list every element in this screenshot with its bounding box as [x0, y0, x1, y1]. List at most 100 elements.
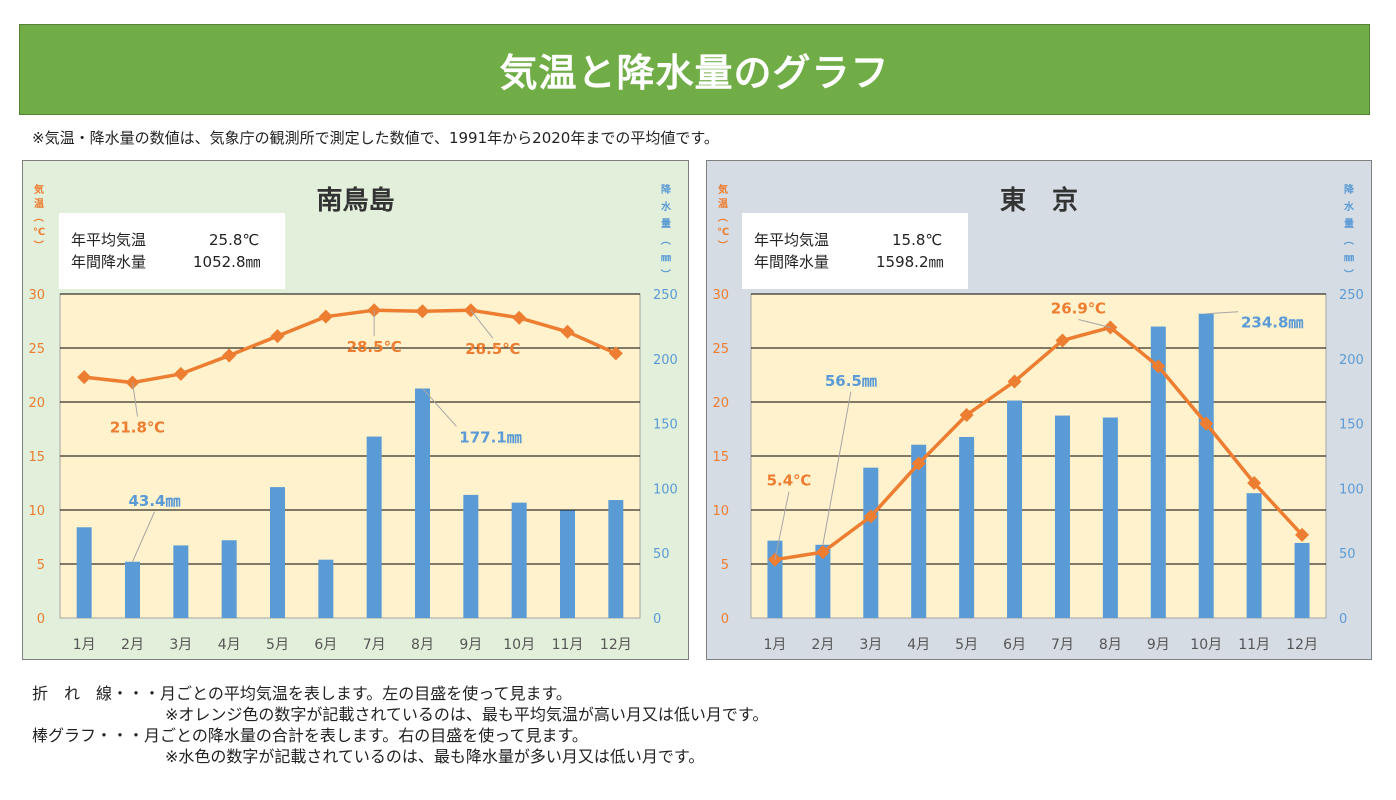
- x-axis-ticks: 1月 2月 3月 4月 5月 6月 7月 8月 9月 10月 11月 12月: [763, 637, 1317, 653]
- y-right-axis-label-char: 水: [1343, 200, 1355, 213]
- data-label: 177.1㎜: [459, 428, 521, 446]
- x-tick-label: 2月: [121, 637, 144, 653]
- chart-panel-minamitorishima: 南鳥島 年平均気温 25.8℃ 年間降水量 1052.8㎜ 気温 （ ℃ ） 降水量 （ ㎜ ） 0 5 10…: [22, 160, 689, 660]
- data-label: 56.5㎜: [825, 372, 877, 390]
- y-left-axis-label-char: ）: [716, 240, 729, 250]
- data-label-leader: [422, 388, 457, 427]
- y-left-tick-label: 20: [712, 396, 729, 411]
- x-tick-label: 7月: [363, 637, 386, 653]
- summary-box: [742, 213, 968, 289]
- x-tick-label: 9月: [1147, 637, 1170, 653]
- y-right-tick-label: 50: [653, 547, 670, 562]
- precip-bar: [173, 545, 189, 618]
- x-tick-label: 12月: [1286, 637, 1318, 653]
- legend-explanation: 折 れ 線・・・月ごとの平均気温を表します。左の目盛を使って見ます。 ※オレンジ…: [32, 683, 768, 767]
- precip-bar: [270, 487, 285, 618]
- precip-bar: [366, 436, 382, 618]
- x-tick-label: 4月: [218, 637, 241, 653]
- temp-line: [774, 325, 1304, 562]
- x-tick-label: 8月: [411, 637, 434, 653]
- y-left-tick-label: 15: [28, 450, 45, 465]
- y-right-axis-label-char: 水: [660, 200, 672, 213]
- y-right-tick-label: 250: [653, 288, 678, 303]
- legend-line-desc: ・・・月ごとの平均気温を表します。左の目盛を使って見ます。: [112, 684, 572, 703]
- legend-bar-desc: ・・・月ごとの降水量の合計を表します。右の目盛を使って見ます。: [96, 726, 588, 745]
- x-tick-label: 11月: [1238, 637, 1270, 653]
- summary-precip-label: 年間降水量: [71, 253, 146, 271]
- x-axis-ticks: 1月 2月 3月 4月 5月 6月 7月 8月 9月 10月 11月 12月: [73, 637, 632, 653]
- temp-marker: [1055, 333, 1070, 348]
- y-right-tick-label: 0: [1339, 612, 1347, 627]
- gridlines: [60, 293, 640, 565]
- data-label: 28.5℃: [465, 340, 520, 358]
- temp-marker: [560, 324, 575, 339]
- y-right-axis-label-char: ㎜: [661, 253, 671, 264]
- legend-line-row: 折 れ 線・・・月ごとの平均気温を表します。左の目盛を使って見ます。: [32, 683, 768, 704]
- legend-bar-note: ※水色の数字が記載されているのは、最も降水量が多い月又は低い月です。: [165, 747, 705, 766]
- y-right-axis-label-char: 降: [661, 183, 672, 196]
- precip-bar: [1198, 313, 1214, 618]
- precip-bar: [76, 527, 92, 618]
- temp-marker: [959, 407, 974, 422]
- temp-marker: [512, 310, 527, 325]
- data-label: 43.4㎜: [128, 492, 180, 510]
- x-tick-label: 5月: [266, 637, 289, 653]
- y-right-tick-label: 200: [653, 353, 678, 368]
- gridlines: [751, 293, 1326, 565]
- precip-bar: [767, 540, 783, 618]
- x-tick-label: 3月: [169, 637, 192, 653]
- y-right-axis-label-char: 量: [661, 217, 671, 230]
- y-left-axis-label-char: 温: [718, 197, 728, 210]
- summary-temp-value: 15.8℃: [892, 231, 942, 249]
- precip-bar: [125, 561, 140, 618]
- y-left-tick-label: 5: [37, 558, 45, 573]
- y-right-axis-label: 降水量 （ ㎜ ）: [1342, 183, 1355, 279]
- y-right-tick-label: 200: [1339, 353, 1364, 368]
- y-left-tick-label: 10: [28, 504, 45, 519]
- data-label-leader: [132, 511, 155, 562]
- precip-bar: [1102, 417, 1118, 618]
- y-right-tick-label: 150: [1339, 418, 1364, 433]
- y-left-axis-label: 気温 （ ℃ ）: [716, 183, 729, 250]
- y-left-tick-label: 20: [28, 396, 45, 411]
- data-label: 28.5℃: [347, 338, 402, 356]
- temp-marker: [1199, 416, 1214, 431]
- x-tick-label: 2月: [811, 637, 834, 653]
- y-left-tick-label: 15: [712, 450, 729, 465]
- temp-marker: [270, 329, 285, 344]
- precip-bar: [221, 540, 237, 618]
- y-left-axis-label-char: ℃: [717, 227, 729, 238]
- summary-precip-value: 1598.2㎜: [876, 253, 944, 271]
- y-left-tick-label: 25: [712, 342, 729, 357]
- temp-marker: [1295, 527, 1310, 542]
- summary-precip-label: 年間降水量: [754, 253, 829, 271]
- data-label-leader: [822, 391, 852, 545]
- data-label-leader: [470, 309, 494, 339]
- chart-title: 南鳥島: [316, 186, 394, 216]
- y-left-tick-label: 25: [28, 342, 45, 357]
- temp-marker: [1151, 359, 1166, 374]
- summary-temp-label: 年平均気温: [71, 231, 146, 249]
- x-tick-label: 5月: [955, 637, 978, 653]
- x-tick-label: 8月: [1099, 637, 1122, 653]
- summary-precip-value: 1052.8㎜: [193, 253, 261, 271]
- x-tick-label: 10月: [1190, 637, 1222, 653]
- precip-bars: [76, 388, 624, 618]
- temp-line: [83, 308, 617, 385]
- y-right-axis-label-char: ）: [659, 269, 672, 279]
- data-source-note: ※気温・降水量の数値は、気象庁の観測所で測定した数値で、1991年から2020年…: [32, 129, 719, 147]
- y-left-axis-label: 気温 （ ℃ ）: [32, 183, 45, 250]
- x-tick-label: 1月: [763, 637, 786, 653]
- data-label: 21.8℃: [110, 419, 165, 437]
- temp-marker: [1007, 374, 1022, 389]
- x-tick-label: 10月: [503, 637, 535, 653]
- summary-box: [59, 213, 285, 289]
- temp-marker: [415, 304, 430, 319]
- chart-title: 東 京: [1000, 185, 1078, 216]
- x-tick-label: 6月: [1003, 637, 1026, 653]
- y-left-axis-label-char: ）: [32, 240, 45, 250]
- y-left-axis-label-char: ℃: [33, 227, 45, 238]
- data-label: 5.4℃: [767, 472, 812, 490]
- y-left-tick-label: 0: [37, 612, 45, 627]
